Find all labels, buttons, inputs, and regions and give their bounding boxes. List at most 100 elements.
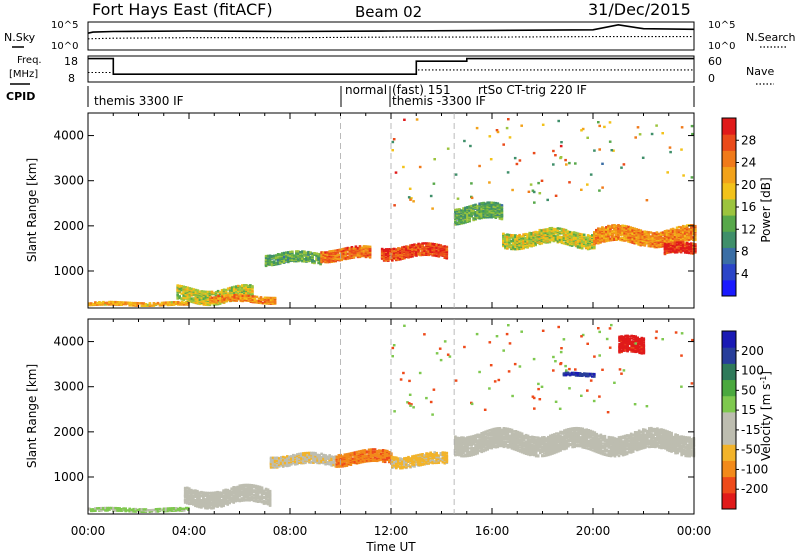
echo-cell [226,503,229,506]
echo-cell [266,254,270,258]
echo-cell [520,238,523,241]
echo-cell [694,243,697,246]
echo-cell [621,227,624,231]
echo-cell [268,262,272,265]
echo-cell [655,242,659,246]
echo-cell [239,292,242,295]
echo-cell [343,459,347,463]
echo-cell [675,241,679,244]
echo-cell [395,249,398,253]
echo-cell [320,255,323,258]
echo-cell [694,224,697,228]
echo-cell [393,253,396,256]
echo-cell [407,256,410,259]
echo-cell [431,247,434,250]
echo-cell [304,451,307,455]
echo-cell [570,231,574,234]
echo-cell [679,235,683,238]
echo-cell [637,228,640,232]
scatter-cell [580,129,583,132]
echo-cell [364,245,368,248]
echo-cell [373,450,377,454]
echo-cell [118,507,121,510]
cpid-mode-normal: normal [345,83,387,97]
echo-cell [391,249,394,252]
echo-cell [251,289,254,293]
echo-cell [303,252,306,255]
echo-cell [244,487,248,491]
echo-cell [356,246,360,250]
echo-cell [419,248,422,251]
echo-cell [268,501,272,504]
echo-cell [238,498,242,501]
echo-cell [462,221,465,225]
echo-cell [194,493,197,496]
echo-cell [273,460,277,464]
echo-cell [595,230,598,233]
echo-cell [249,295,253,299]
echo-cell [377,449,381,452]
echo-cell [264,259,268,262]
echo-cell [100,506,103,510]
echo-cell [358,254,362,257]
echo-cell [306,454,309,457]
echo-cell [415,254,418,257]
echo-cell [216,490,219,494]
echo-cell [148,509,152,512]
echo-cell [339,464,343,467]
echo-cell [417,253,420,256]
echo-cell [314,455,317,458]
echo-cell [653,232,657,235]
echo-cell [242,483,246,487]
echo-cell [241,294,245,298]
echo-cell [367,452,371,455]
echo-cell [516,239,519,242]
echo-cell [183,488,187,491]
echo-cell [544,240,548,243]
echo-cell [423,249,426,252]
echo-feature-6 [454,201,504,226]
echo-cell [244,483,248,487]
echo-cell [647,235,651,238]
echo-cell [152,302,156,305]
echo-cell [126,509,129,512]
echo-cell [188,496,191,499]
echo-cell [578,240,582,243]
echo-cell [687,251,691,255]
echo-cell [188,296,192,300]
echo-cell [365,459,369,462]
echo-cell [353,461,357,464]
echo-cell [154,302,158,306]
echo-cell [187,508,190,511]
echo-cell [212,292,216,295]
cpid-label: CPID [6,90,35,103]
echo-cell [348,247,352,250]
echo-cell [300,456,303,459]
echo-cell [322,253,325,257]
echo-cell [651,242,655,246]
echo-cell [194,495,197,498]
echo-cell [232,486,235,489]
echo-cell [247,284,250,288]
echo-cell [182,509,186,512]
echo-cell [526,233,529,236]
echo-cell [188,488,191,492]
echo-cell [247,289,250,292]
echo-cell [158,303,162,306]
echo-cell [144,303,148,306]
echo-cell [548,240,552,244]
echo-cell [492,209,496,212]
echo-cell [665,236,669,240]
echo-cell [518,243,521,247]
echo-feature-1 [183,483,272,510]
echo-cell [516,246,519,249]
echo-cell [208,495,211,499]
echo-cell [112,508,115,511]
echo-cell [488,201,492,204]
echo-cell [681,238,685,242]
echo-cell [264,491,268,495]
echo-cell [685,236,689,239]
echo-cell [214,502,217,506]
echo-cell [180,289,183,292]
echo-cell [502,241,505,244]
